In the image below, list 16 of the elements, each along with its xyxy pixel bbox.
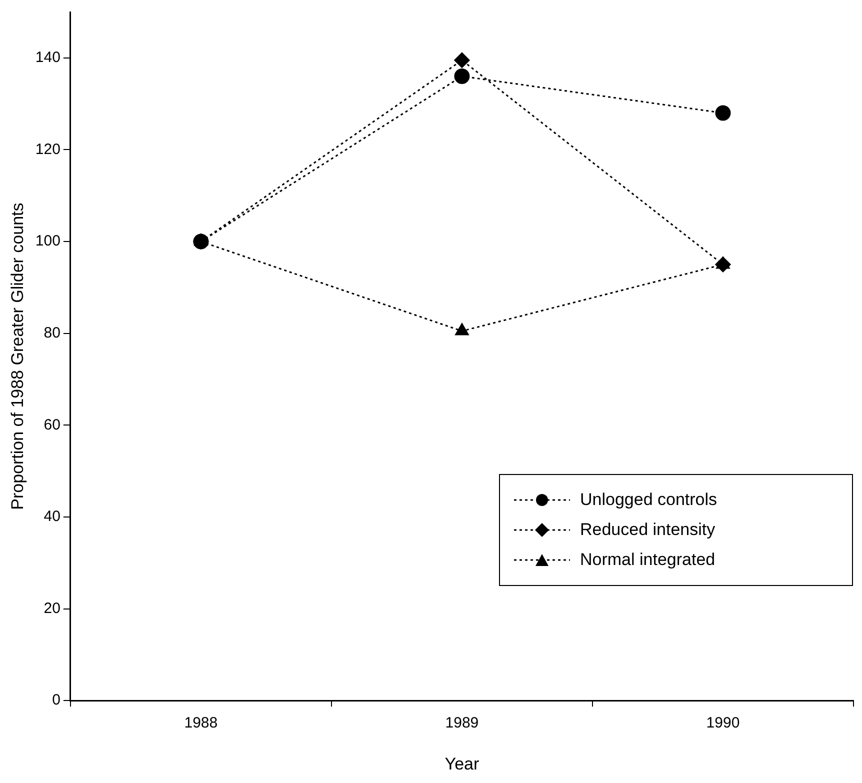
y-tick-label: 140 <box>35 49 60 66</box>
legend-label: Unlogged controls <box>580 490 718 510</box>
y-tick-label: 60 <box>44 416 60 434</box>
x-tick-label: 1990 <box>706 714 740 732</box>
y-tick-label: 80 <box>44 324 60 342</box>
y-tick-label: 120 <box>35 140 60 158</box>
legend-label: Reduced intensity <box>580 520 716 540</box>
y-axis-title: Proportion of 1988 Greater Glider counts <box>8 202 27 510</box>
legend-label: Normal integrated <box>580 550 716 570</box>
x-tick-label: 1988 <box>184 714 218 732</box>
y-tick-label: 100 <box>35 232 60 250</box>
x-tick-label: 1989 <box>445 714 479 732</box>
y-tick-label: 20 <box>44 600 60 617</box>
y-tick-label: 0 <box>52 692 60 709</box>
x-axis-title: Year <box>444 754 480 774</box>
y-tick-label: 40 <box>44 508 60 526</box>
